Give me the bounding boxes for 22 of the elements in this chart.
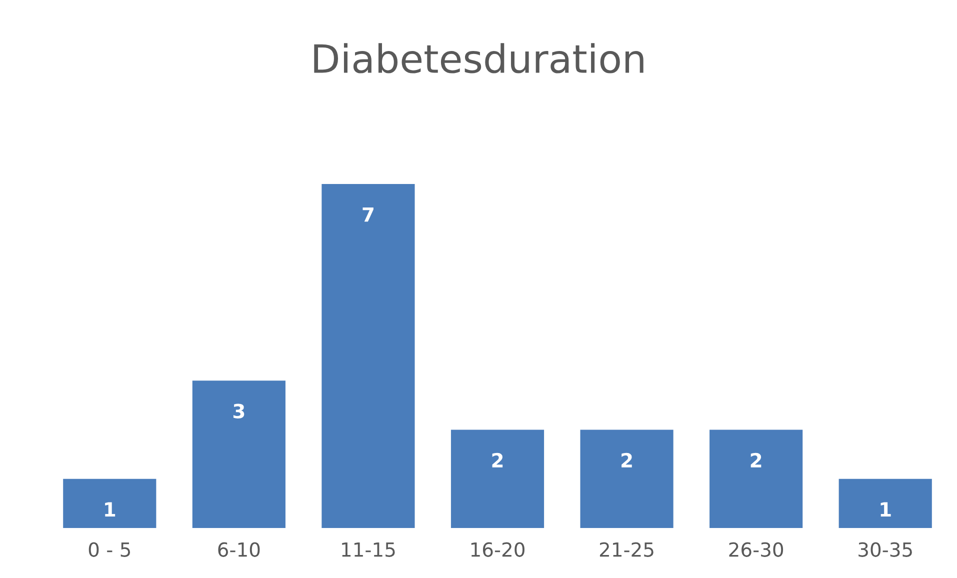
- x-tick-label: 30-35: [858, 542, 912, 557]
- bar: [63, 478, 156, 528]
- data-label: 1: [880, 502, 891, 516]
- data-label: 7: [362, 207, 374, 222]
- bar: [192, 380, 286, 528]
- x-tick-label: 0 - 5: [88, 542, 130, 557]
- data-label: 2: [622, 452, 632, 468]
- x-tick-label: 6-10: [218, 542, 260, 557]
- data-label: 2: [492, 452, 503, 468]
- bar: [580, 430, 674, 528]
- x-tick-label: 26-30: [729, 542, 784, 557]
- bar: [710, 430, 803, 528]
- bar: [838, 478, 932, 528]
- bar: [322, 184, 415, 528]
- bar: [450, 430, 544, 528]
- x-tick-label: 21-25: [600, 542, 654, 557]
- chart-title: Diabetesduration: [314, 43, 644, 74]
- data-label: 1: [105, 502, 116, 516]
- data-label: 2: [750, 452, 762, 468]
- x-tick-label: 11-15: [342, 542, 395, 557]
- x-tick-label: 16-20: [471, 542, 524, 557]
- data-label: 3: [233, 404, 244, 418]
